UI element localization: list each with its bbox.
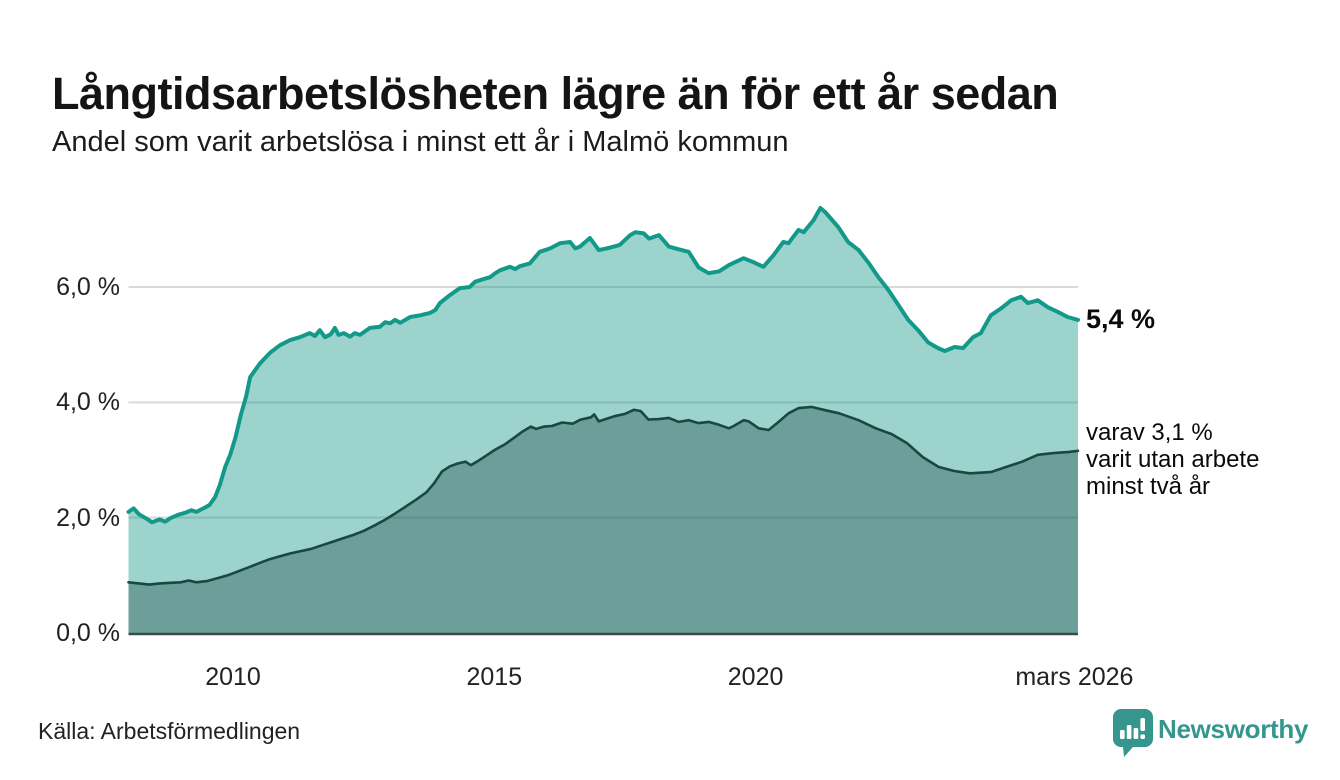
newsworthy-wordmark: Newsworthy <box>1158 714 1309 744</box>
y-tick-label: 4,0 % <box>56 388 120 417</box>
page-subtitle: Andel som varit arbetslösa i minst ett å… <box>52 126 789 158</box>
line-total <box>126 206 1080 525</box>
x-tick-label: 2010 <box>205 663 261 691</box>
page-title: Långtidsarbetslösheten lägre än för ett … <box>52 68 1059 120</box>
newsworthy-logo: Newsworthy <box>1112 706 1312 758</box>
end-value-label-total: 5,4 % <box>1086 304 1156 334</box>
y-tick-label: 6,0 % <box>56 272 120 301</box>
y-tick-label: 2,0 % <box>56 503 120 532</box>
line-two-year <box>127 405 1080 586</box>
source-note: Källa: Arbetsförmedlingen <box>38 718 301 744</box>
newsworthy-bubble-chart-icon <box>1113 709 1153 757</box>
x-tick-label: 2020 <box>727 663 784 691</box>
y-tick-label: 0,0 % <box>56 619 120 647</box>
x-tick-label: 2015 <box>466 663 523 691</box>
area-two-year <box>128 406 1078 633</box>
x-tick-label: mars 2026 <box>1015 663 1134 691</box>
end-value-label-two-year: varav 3,1 % varit utan arbete minst två … <box>1086 419 1260 500</box>
